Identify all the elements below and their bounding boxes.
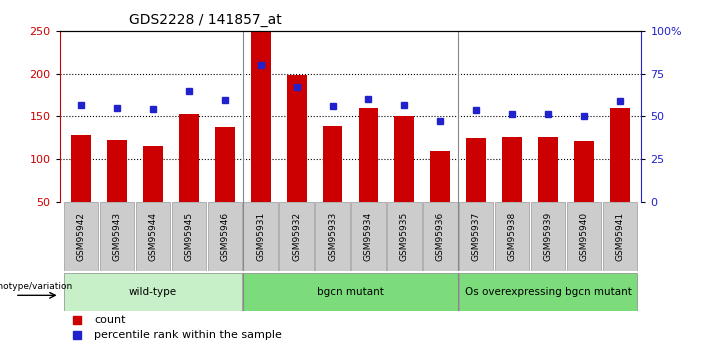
Bar (251, 6, 271, 202)
Text: GSM95936: GSM95936 (436, 212, 445, 261)
Bar (287, 76, 306, 202)
Bar (100, 202, 135, 271)
Text: genotype/variation: genotype/variation (0, 282, 73, 291)
Text: GSM95938: GSM95938 (508, 212, 517, 261)
Bar (531, 202, 565, 271)
Text: GSM95931: GSM95931 (256, 212, 265, 261)
Bar (179, 114, 199, 202)
Text: GSM95939: GSM95939 (543, 212, 552, 261)
Text: GSM95943: GSM95943 (113, 212, 121, 261)
Bar (315, 202, 350, 271)
Bar (136, 202, 170, 271)
Text: GSM95946: GSM95946 (220, 212, 229, 261)
Text: GDS2228 / 141857_at: GDS2228 / 141857_at (130, 13, 283, 27)
Bar (359, 108, 379, 202)
Bar (423, 202, 458, 271)
Text: wild-type: wild-type (129, 287, 177, 296)
Bar (466, 138, 486, 202)
Text: percentile rank within the sample: percentile rank within the sample (95, 331, 283, 340)
Bar (207, 202, 242, 271)
Bar (280, 202, 314, 271)
Bar (64, 273, 242, 310)
Bar (72, 135, 91, 202)
Bar (143, 146, 163, 202)
Text: GSM95932: GSM95932 (292, 212, 301, 261)
Bar (566, 202, 601, 271)
Text: GSM95945: GSM95945 (184, 212, 193, 261)
Bar (603, 202, 637, 271)
Bar (64, 202, 98, 271)
Text: GSM95935: GSM95935 (400, 212, 409, 261)
Text: bgcn mutant: bgcn mutant (317, 287, 384, 296)
Bar (243, 273, 458, 310)
Bar (610, 108, 629, 202)
Bar (459, 273, 637, 310)
Text: GSM95942: GSM95942 (76, 212, 86, 261)
Bar (574, 141, 594, 202)
Bar (215, 127, 235, 202)
Bar (387, 202, 421, 271)
Text: GSM95944: GSM95944 (149, 212, 158, 261)
Bar (172, 202, 206, 271)
Text: GSM95940: GSM95940 (580, 212, 588, 261)
Text: GSM95941: GSM95941 (615, 212, 625, 261)
Bar (538, 137, 558, 202)
Bar (502, 137, 522, 202)
Bar (107, 140, 127, 202)
Text: GSM95933: GSM95933 (328, 212, 337, 261)
Text: count: count (95, 315, 126, 325)
Text: GSM95937: GSM95937 (472, 212, 481, 261)
Bar (495, 202, 529, 271)
Bar (430, 151, 450, 202)
Bar (243, 202, 278, 271)
Bar (395, 117, 414, 202)
Text: Os overexpressing bgcn mutant: Os overexpressing bgcn mutant (465, 287, 632, 296)
Bar (459, 202, 494, 271)
Bar (351, 202, 386, 271)
Text: GSM95934: GSM95934 (364, 212, 373, 261)
Bar (322, 126, 342, 202)
